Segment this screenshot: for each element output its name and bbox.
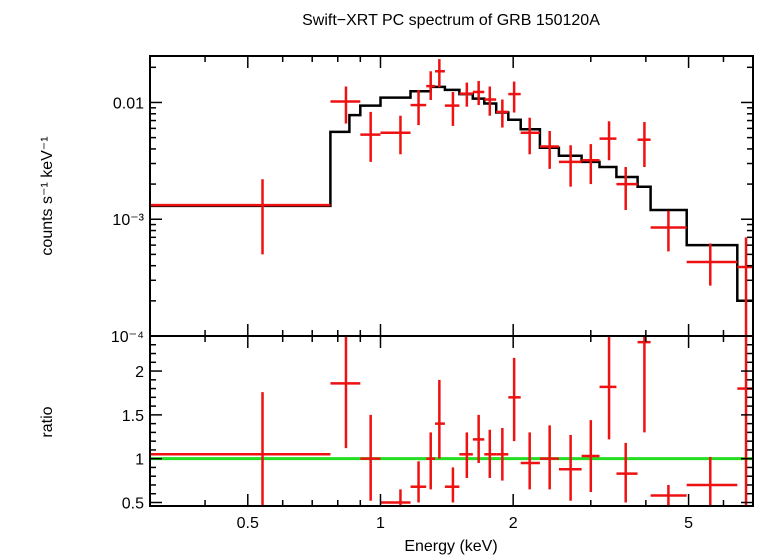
spectrum-data-point bbox=[380, 115, 411, 155]
ratio-data-point bbox=[410, 461, 427, 503]
ratio-data-point bbox=[616, 442, 638, 503]
spectrum-data-point bbox=[484, 86, 497, 116]
ratio-data-point bbox=[435, 379, 445, 459]
x-tick-label: 0.5 bbox=[237, 515, 259, 532]
spectrum-data-point bbox=[459, 82, 473, 107]
spectrum-panel: 0.01 10⁻³ 10⁻⁴ counts s⁻¹ keV⁻¹ bbox=[39, 55, 754, 346]
y-tick-label: 0.01 bbox=[113, 95, 144, 112]
energy-x-tick-labels: 0.5 1 2 5 bbox=[237, 515, 693, 532]
y-tick-label: 0.5 bbox=[122, 495, 144, 512]
ratio-data-point bbox=[520, 432, 540, 490]
ratio-data-point bbox=[484, 429, 497, 478]
ratio-data-point bbox=[444, 467, 460, 503]
spectrum-data-point bbox=[508, 81, 521, 113]
ratio-panel: 0.5 1 1.5 2 0.5 1 2 5 ratio Energy (keV) bbox=[39, 335, 754, 555]
ratio-data-point bbox=[330, 336, 361, 449]
ratio-data-point bbox=[686, 456, 738, 506]
spectrum-data-point bbox=[330, 86, 361, 124]
spectrum-data-point bbox=[426, 71, 436, 100]
spectrum-data-point bbox=[558, 145, 582, 187]
ratio-y-tick-labels: 0.5 1 1.5 2 bbox=[122, 364, 144, 512]
ratio-y-axis-label: ratio bbox=[39, 406, 56, 437]
spectrum-data-point bbox=[444, 91, 460, 126]
ratio-data-points bbox=[150, 336, 753, 506]
ratio-data-point bbox=[581, 420, 600, 492]
spectrum-data-point bbox=[637, 122, 651, 168]
ratio-data-point bbox=[150, 392, 331, 506]
spectrum-data-point bbox=[616, 167, 638, 210]
spectrum-data-point bbox=[472, 80, 485, 106]
x-tick-label: 2 bbox=[509, 515, 518, 532]
ratio-data-point bbox=[459, 432, 473, 478]
spectrum-data-point bbox=[410, 89, 427, 126]
spectrum-data-point bbox=[150, 179, 331, 255]
ratio-data-point bbox=[380, 489, 411, 506]
chart-title: Swift−XRT PC spectrum of GRB 150120A bbox=[302, 12, 600, 29]
ratio-data-point bbox=[508, 357, 521, 442]
x-tick-label: 1 bbox=[376, 515, 385, 532]
energy-x-axis-label: Energy (keV) bbox=[404, 538, 497, 555]
ratio-data-point bbox=[539, 425, 559, 490]
ratio-data-point bbox=[558, 435, 582, 501]
ratio-panel-ticks bbox=[150, 336, 753, 506]
spectrum-data-point bbox=[435, 59, 445, 88]
spectrum-data-point bbox=[360, 111, 381, 162]
y-tick-label: 1 bbox=[135, 452, 144, 469]
spectrum-data-point bbox=[599, 121, 617, 161]
ratio-data-point bbox=[650, 484, 687, 506]
spectrum-data-point bbox=[737, 237, 753, 336]
model-curve-group bbox=[150, 85, 753, 303]
spectrum-data-point bbox=[520, 117, 540, 155]
spectrum-data-point bbox=[650, 210, 687, 252]
ratio-data-point bbox=[737, 336, 753, 506]
spectrum-data-points bbox=[150, 59, 753, 336]
spectrum-panel-frame bbox=[149, 55, 754, 337]
ratio-data-point bbox=[599, 336, 617, 440]
ratio-data-point bbox=[426, 432, 436, 490]
spectrum-panel-ticks bbox=[150, 56, 753, 337]
spectrum-data-point bbox=[686, 243, 738, 286]
spectrum-data-point bbox=[496, 99, 509, 128]
y-tick-label: 10⁻³ bbox=[112, 212, 144, 229]
spectrum-data-point bbox=[581, 144, 600, 185]
ratio-data-point bbox=[637, 336, 651, 433]
spectrum-y-tick-labels: 0.01 10⁻³ 10⁻⁴ bbox=[111, 95, 145, 346]
model-step-curve bbox=[150, 85, 753, 303]
x-tick-label: 5 bbox=[684, 515, 693, 532]
y-tick-label: 10⁻⁴ bbox=[111, 329, 144, 346]
ratio-panel-frame bbox=[149, 335, 754, 507]
spectrum-data-point bbox=[539, 130, 559, 169]
ratio-data-point bbox=[496, 428, 509, 481]
y-tick-label: 1.5 bbox=[122, 408, 144, 425]
ratio-data-point bbox=[472, 414, 485, 464]
y-tick-label: 2 bbox=[135, 364, 144, 381]
spectrum-y-axis-label: counts s⁻¹ keV⁻¹ bbox=[39, 136, 56, 255]
ratio-data-point bbox=[360, 414, 381, 501]
